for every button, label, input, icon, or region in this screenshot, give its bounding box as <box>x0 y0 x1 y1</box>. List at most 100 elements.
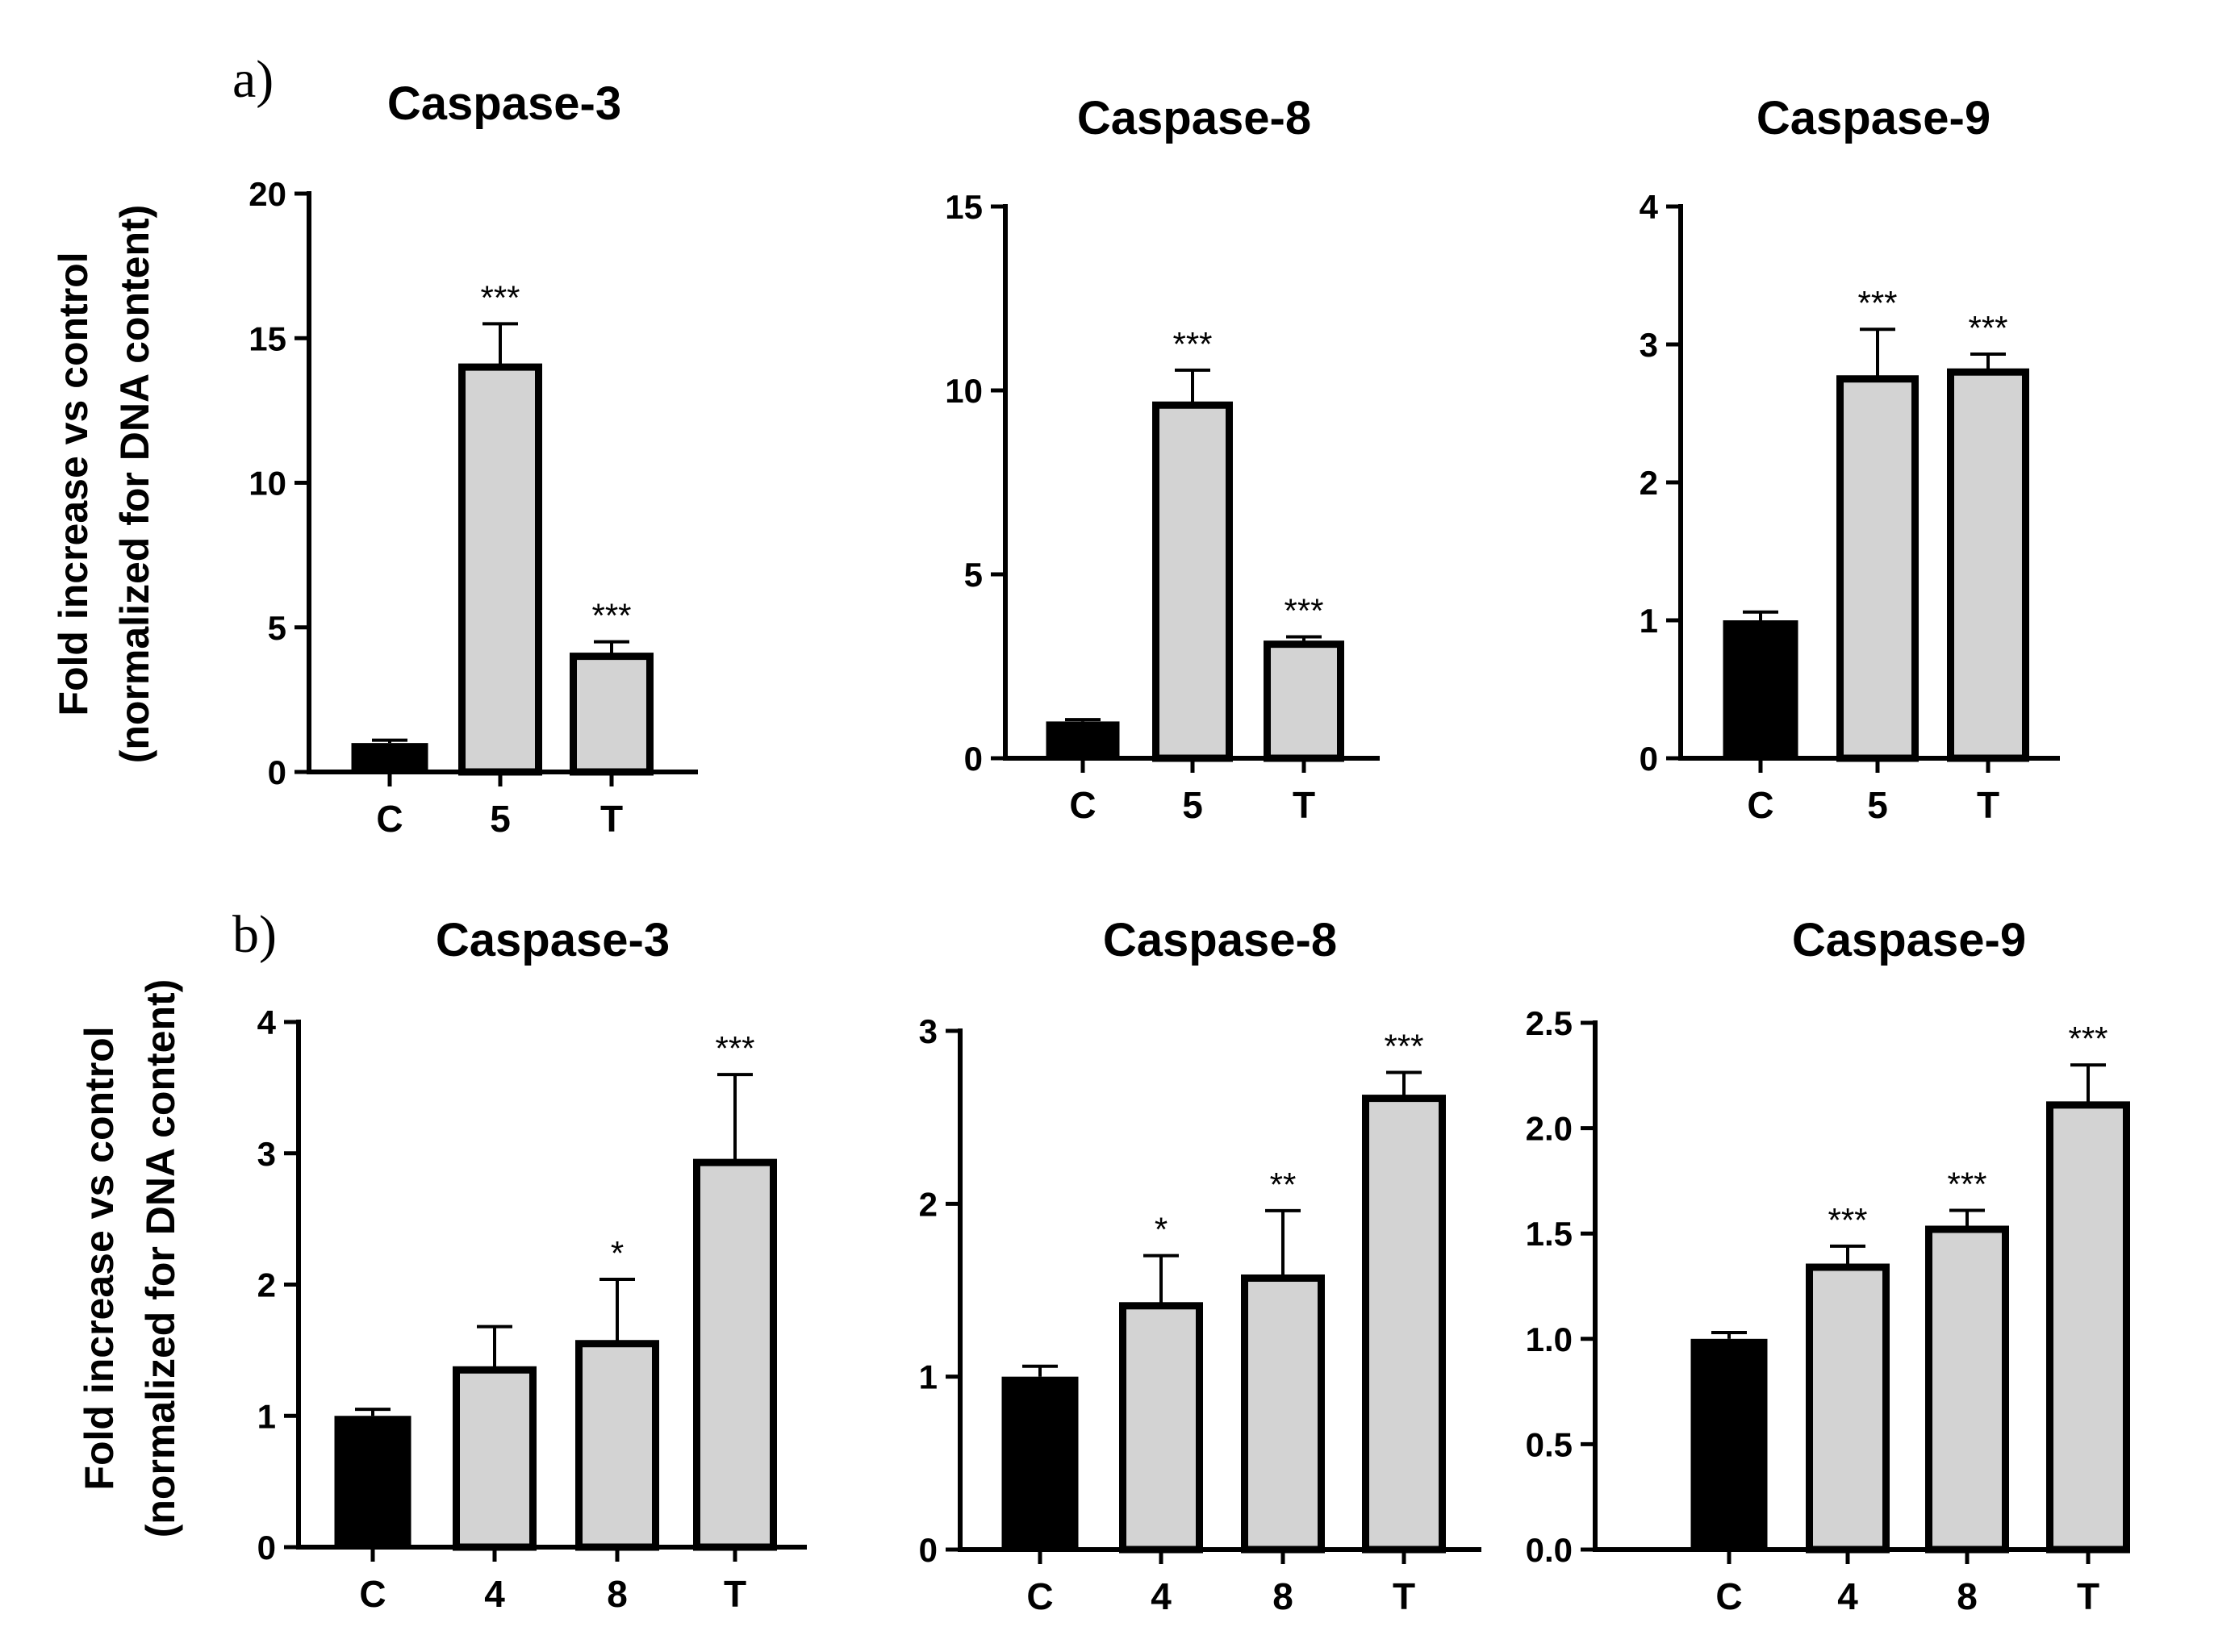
significance-label: *** <box>1384 1027 1423 1065</box>
x-tick-label: T <box>2077 1575 2099 1617</box>
significance-label: *** <box>2068 1020 2107 1058</box>
y-tick-label: 15 <box>249 319 286 357</box>
bar-c <box>1690 1338 1768 1550</box>
bar-t <box>2046 1101 2130 1554</box>
y-tick-label: 0 <box>1640 740 1658 778</box>
y-tick-label: 10 <box>945 372 983 410</box>
significance-label: *** <box>1284 592 1323 630</box>
y-axis-label-b-line2: (normalized for DNA content) <box>138 979 183 1538</box>
y-tick-label: 2 <box>919 1185 938 1223</box>
x-tick-label: C <box>359 1573 386 1615</box>
y-tick-label: 1.0 <box>1526 1320 1573 1358</box>
y-tick-label: 0 <box>919 1531 938 1569</box>
y-tick-label: 4 <box>257 1003 277 1041</box>
y-tick-label: 0 <box>268 753 286 791</box>
significance-label: *** <box>1172 325 1212 363</box>
y-tick-label: 0.0 <box>1526 1531 1573 1569</box>
bar-5 <box>1836 375 1919 762</box>
chart-title: Caspase-9 <box>1792 914 2026 966</box>
chart-title: Caspase-8 <box>1077 92 1311 144</box>
bar-t <box>1264 640 1344 762</box>
chart-title: Caspase-3 <box>387 77 621 130</box>
chart-title: Caspase-9 <box>1757 92 1991 144</box>
bar-4 <box>1119 1302 1203 1554</box>
x-tick-label: 8 <box>607 1573 628 1615</box>
y-tick-label: 0 <box>257 1529 276 1566</box>
bar-c <box>351 743 428 772</box>
significance-label: *** <box>591 597 631 635</box>
y-tick-label: 2 <box>257 1266 276 1304</box>
y-tick-label: 4 <box>1640 188 1659 226</box>
y-tick-label: 1 <box>919 1358 938 1396</box>
x-tick-label: T <box>600 798 623 840</box>
bar-8 <box>1241 1274 1325 1554</box>
x-tick-label: T <box>1393 1575 1415 1617</box>
bar-t <box>1362 1095 1446 1554</box>
x-tick-label: C <box>376 798 403 840</box>
y-tick-label: 1 <box>257 1397 276 1435</box>
x-tick-label: T <box>724 1573 746 1615</box>
x-tick-label: 4 <box>1151 1575 1172 1617</box>
x-tick-label: 5 <box>1867 784 1888 826</box>
x-tick-label: 4 <box>1837 1575 1858 1617</box>
y-axis-label-b: Fold increase vs control (normalized for… <box>77 979 183 1538</box>
bar-8 <box>575 1340 659 1551</box>
chart-a-caspase-9: Caspase-9 0 1 2 3 4 C 5 *** T *** <box>1640 92 2060 826</box>
significance-label: *** <box>1947 1165 1986 1203</box>
y-tick-label: 2.0 <box>1526 1110 1573 1148</box>
bar-5 <box>458 363 542 776</box>
y-tick-label: 3 <box>919 1012 938 1050</box>
bar-4 <box>1806 1263 1890 1554</box>
bar-c <box>1001 1376 1079 1550</box>
x-tick-label: 5 <box>490 798 511 840</box>
x-tick-label: C <box>1026 1575 1053 1617</box>
x-tick-label: T <box>1977 784 1999 826</box>
chart-title: Caspase-3 <box>436 914 670 966</box>
bar-8 <box>1925 1225 2009 1554</box>
panel-label-b: b) <box>232 905 277 964</box>
y-tick-label: 0 <box>964 740 983 778</box>
bar-t <box>570 653 654 776</box>
x-tick-label: T <box>1293 784 1315 826</box>
bar-5 <box>1152 401 1233 762</box>
y-tick-label: 1.5 <box>1526 1215 1573 1253</box>
significance-label: ** <box>1270 1166 1297 1204</box>
y-tick-label: 10 <box>249 465 286 503</box>
significance-label: * <box>611 1234 624 1272</box>
chart-a-caspase-8: Caspase-8 0 5 10 15 C 5 *** T *** <box>945 92 1380 826</box>
x-tick-label: 8 <box>1957 1575 1978 1617</box>
y-tick-label: 5 <box>964 556 983 594</box>
significance-label: * <box>1155 1211 1168 1249</box>
y-tick-label: 5 <box>268 609 286 647</box>
y-axis-label-b-line1: Fold increase vs control <box>77 1026 122 1490</box>
x-tick-label: C <box>1715 1575 1742 1617</box>
significance-label: *** <box>1828 1201 1867 1239</box>
x-tick-label: C <box>1747 784 1773 826</box>
y-tick-label: 3 <box>257 1135 276 1173</box>
y-tick-label: 20 <box>249 175 286 213</box>
bar-4 <box>453 1366 537 1551</box>
y-tick-label: 2.5 <box>1526 1004 1573 1042</box>
y-tick-label: 3 <box>1640 326 1658 364</box>
x-tick-label: 4 <box>484 1573 505 1615</box>
x-tick-label: 5 <box>1182 784 1203 826</box>
panel-label-a: a) <box>232 50 274 109</box>
y-axis-label-a: Fold increase vs control (normalized for… <box>51 205 157 764</box>
y-axis-label-a-line1: Fold increase vs control <box>51 252 96 715</box>
bar-t <box>693 1158 777 1551</box>
bar-c <box>1046 721 1120 758</box>
bar-t <box>1947 368 2029 762</box>
x-tick-label: 8 <box>1272 1575 1293 1617</box>
significance-label: *** <box>480 278 520 316</box>
bar-c <box>1723 620 1798 758</box>
y-tick-label: 1 <box>1640 602 1658 640</box>
x-tick-label: C <box>1069 784 1096 826</box>
bar-c <box>334 1416 411 1547</box>
significance-label: *** <box>715 1029 754 1067</box>
chart-b-caspase-9: Caspase-9 0.0 0.5 1.0 1.5 2.0 2.5 C 4 *** 8 *** T *** <box>1526 914 2130 1617</box>
y-axis-label-a-line2: (normalized for DNA content) <box>112 205 157 764</box>
significance-label: *** <box>1857 284 1897 322</box>
chart-b-caspase-3: Caspase-3 0 1 2 3 4 C 4 8 * T *** <box>257 914 807 1615</box>
